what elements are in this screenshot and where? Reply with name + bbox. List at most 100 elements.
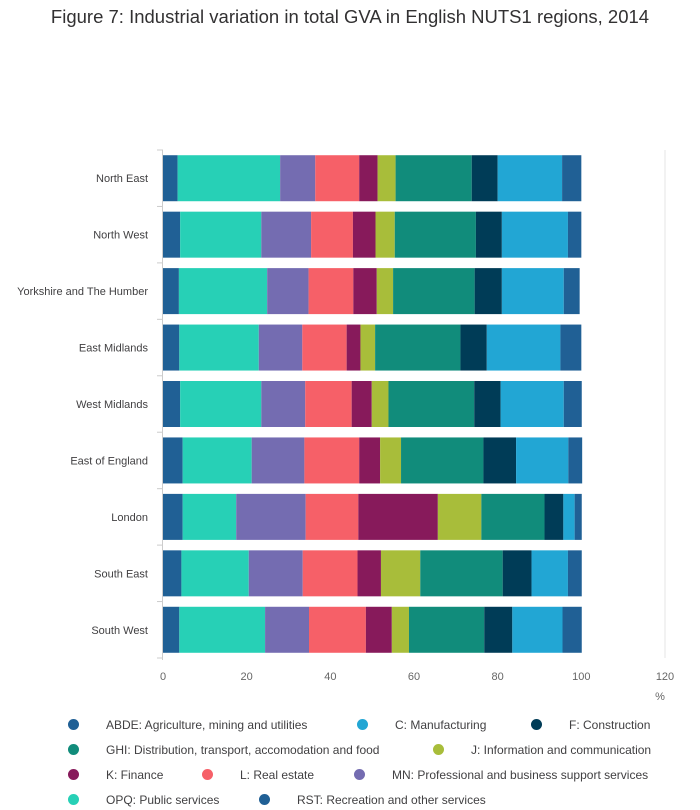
x-tick-label: 20 <box>241 671 253 683</box>
bar-segment <box>248 550 303 597</box>
bar-segment <box>280 155 316 202</box>
bar-segment <box>420 550 503 597</box>
bar-segment <box>437 493 482 540</box>
bar-segment <box>163 211 181 258</box>
bar-segment <box>574 493 582 540</box>
bar-segment <box>163 550 182 597</box>
bar-segment <box>258 324 303 371</box>
bar-segment <box>181 550 249 597</box>
bar-segment <box>500 381 564 427</box>
legend-item: F: Construction <box>531 718 651 732</box>
bar-segment <box>351 381 372 427</box>
bar-segment <box>267 268 309 315</box>
bar-segment <box>483 437 517 484</box>
chart-title: Figure 7: Industrial variation in total … <box>50 6 650 27</box>
bar-segment <box>261 211 312 258</box>
bar-segment <box>408 606 485 653</box>
y-tick-label: North West <box>93 230 148 242</box>
bar-segment <box>391 606 409 653</box>
bar-segment <box>568 437 583 484</box>
bar-segment <box>501 268 564 315</box>
y-tick-label: North East <box>96 173 148 185</box>
bar-segment <box>395 155 472 202</box>
bar-segment <box>401 437 484 484</box>
legend-item: L: Real estate <box>202 768 315 782</box>
bar-segment <box>567 211 582 258</box>
bar-segment <box>562 606 582 653</box>
bar-segment <box>484 606 513 653</box>
legend-swatch <box>531 719 542 730</box>
bar-segment <box>486 324 561 371</box>
bar-segment <box>163 268 179 315</box>
bar-segment <box>563 381 582 427</box>
bar-segment <box>393 268 475 315</box>
bar-segment <box>380 437 402 484</box>
bar-segment <box>516 437 569 484</box>
bar-segment <box>388 381 475 427</box>
bar-segment <box>562 155 582 202</box>
bar-segment <box>180 211 262 258</box>
bar-segment <box>375 324 461 371</box>
legend-swatch <box>357 719 368 730</box>
bar-segment <box>315 155 360 202</box>
legend-label: C: Manufacturing <box>395 718 487 732</box>
bar-segment <box>311 211 353 258</box>
bar-segment <box>163 437 183 484</box>
bar-segment <box>163 324 180 371</box>
bar-segment <box>394 211 476 258</box>
x-tick-label: 100 <box>572 671 590 683</box>
bar-segment <box>365 606 392 653</box>
legend-swatch <box>68 794 79 805</box>
legend-label: RST: Recreation and other services <box>297 793 486 807</box>
legend-label: L: Real estate <box>240 768 315 782</box>
y-tick-label: Yorkshire and The Humber <box>17 286 148 298</box>
bar-segment <box>308 268 354 315</box>
bar-segment <box>380 550 421 597</box>
legend-item: J: Information and communication <box>433 743 652 757</box>
bar-segment <box>497 155 563 202</box>
bar-segment <box>502 550 532 597</box>
bar-segment <box>163 606 180 653</box>
legend-label: K: Finance <box>106 768 164 782</box>
bar-segment <box>352 211 376 258</box>
y-tick-label: East of England <box>70 455 148 467</box>
bar-segment <box>358 493 438 540</box>
x-tick-label: 40 <box>324 671 336 683</box>
bar-segment <box>163 155 178 202</box>
legend-item: K: Finance <box>68 768 164 782</box>
bar-segment <box>305 381 352 427</box>
legend-label: J: Information and communication <box>471 743 652 757</box>
bar-segment <box>182 437 252 484</box>
bar-segment <box>179 324 259 371</box>
bar-segment <box>360 324 376 371</box>
y-tick-label: London <box>111 512 148 524</box>
bar-segment <box>178 268 268 315</box>
bar-segment <box>544 493 564 540</box>
bar-segment <box>357 550 381 597</box>
x-tick-label: 0 <box>160 671 166 683</box>
bar-segment <box>560 324 582 371</box>
legend-label: GHI: Distribution, transport, accomodati… <box>106 743 380 757</box>
bar-segment <box>346 324 361 371</box>
bar-segment <box>302 324 347 371</box>
bar-segment <box>531 550 568 597</box>
legend-item: RST: Recreation and other services <box>259 793 486 807</box>
bar-segment <box>471 155 498 202</box>
legend-item: GHI: Distribution, transport, accomodati… <box>68 743 380 757</box>
legend-label: F: Construction <box>569 718 651 732</box>
bar-segment <box>371 381 389 427</box>
bar-segment <box>302 550 358 597</box>
bar-segment <box>563 493 575 540</box>
legend-swatch <box>259 794 270 805</box>
x-tick-label: 80 <box>492 671 504 683</box>
bar-segment <box>375 211 395 258</box>
bar-segment <box>177 155 281 202</box>
bar-segment <box>182 493 237 540</box>
legend-swatch <box>68 744 79 755</box>
legend-label: OPQ: Public services <box>106 793 220 807</box>
legend-swatch <box>68 769 79 780</box>
y-tick-label: East Midlands <box>79 343 149 355</box>
bar-segment <box>261 381 306 427</box>
legend-item: C: Manufacturing <box>357 718 487 732</box>
bar-segment <box>304 437 360 484</box>
